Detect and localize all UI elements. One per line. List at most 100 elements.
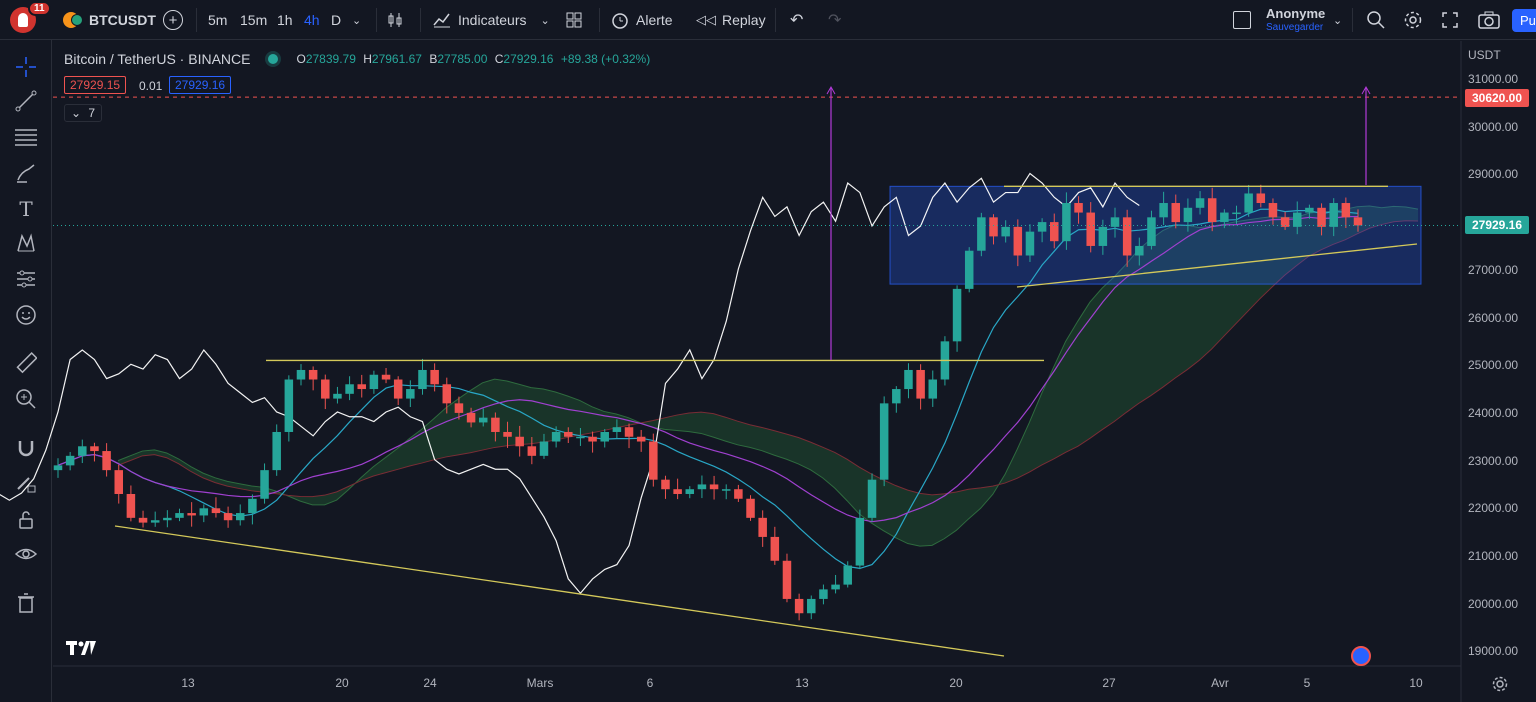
hide-tool[interactable] bbox=[11, 539, 41, 569]
sell-price-button[interactable]: 27929.15 bbox=[64, 76, 127, 94]
tv-logo-icon bbox=[66, 641, 96, 655]
add-symbol-button[interactable]: + bbox=[163, 0, 183, 40]
publish-button[interactable]: Pu bbox=[1512, 0, 1536, 40]
candle-body bbox=[199, 508, 209, 516]
candle-body bbox=[248, 498, 257, 514]
crosshair-icon bbox=[16, 57, 36, 77]
event-flag-icon[interactable] bbox=[1351, 646, 1371, 666]
indicators-button[interactable]: Indicateurs ⌄ bbox=[432, 0, 550, 40]
candle-body bbox=[721, 489, 731, 491]
candle-body bbox=[758, 517, 767, 537]
layouts-button[interactable] bbox=[565, 0, 583, 40]
candle-body bbox=[150, 520, 160, 523]
time-tick: 10 bbox=[1409, 676, 1423, 690]
trendline-tool[interactable] bbox=[11, 86, 41, 116]
zoom-tool[interactable] bbox=[11, 384, 41, 414]
time-tick: 24 bbox=[423, 676, 437, 690]
alert-button[interactable]: Alerte bbox=[610, 0, 673, 40]
buy-price-button[interactable]: 27929.16 bbox=[169, 76, 232, 94]
chevron-down-icon: ⌄ bbox=[71, 106, 82, 120]
last-price-tag: 27929.16 bbox=[1465, 216, 1529, 234]
symbol-search[interactable]: BTCUSDT bbox=[63, 0, 156, 40]
price-tick: 22000.00 bbox=[1468, 501, 1519, 516]
delete-tool[interactable] bbox=[11, 588, 41, 618]
ohlc-readout: O27839.79 H27961.67 B27785.00 C27929.16 … bbox=[296, 52, 651, 66]
redo-button[interactable]: ↷ bbox=[828, 0, 841, 40]
brush-tool[interactable] bbox=[11, 158, 41, 188]
text-tool[interactable]: T bbox=[11, 194, 41, 224]
kijun-line bbox=[57, 215, 1359, 523]
gear-icon bbox=[1404, 11, 1422, 29]
emoji-tool[interactable] bbox=[11, 300, 41, 330]
candle-body bbox=[296, 369, 306, 380]
price-tick: 30000.00 bbox=[1468, 119, 1519, 134]
candle-body bbox=[381, 374, 391, 380]
fullscreen-button[interactable] bbox=[1441, 0, 1459, 40]
fib-tool[interactable] bbox=[11, 122, 41, 152]
candle-body bbox=[807, 598, 816, 614]
prediction-tool[interactable] bbox=[11, 264, 41, 294]
candle-body bbox=[904, 369, 913, 390]
candle-body bbox=[114, 470, 123, 494]
candle-body bbox=[843, 565, 852, 585]
candle-body bbox=[819, 589, 828, 599]
candle-body bbox=[345, 384, 354, 394]
candle-body bbox=[1195, 198, 1205, 208]
interval-1h[interactable]: 1h bbox=[277, 12, 293, 28]
ruler-tool[interactable] bbox=[11, 348, 41, 378]
candle-body bbox=[1171, 203, 1181, 223]
undo-button[interactable]: ↶ bbox=[790, 0, 803, 40]
candle-body bbox=[782, 560, 792, 599]
candle-body bbox=[564, 431, 573, 437]
candle-body bbox=[1147, 217, 1156, 246]
chart-settings-button[interactable] bbox=[1491, 675, 1509, 698]
spread-value: 0.01 bbox=[139, 79, 163, 93]
crosshair-tool[interactable] bbox=[11, 52, 41, 82]
interval-15m[interactable]: 15m bbox=[240, 12, 268, 28]
lock-tool[interactable] bbox=[11, 505, 41, 535]
interval-5m[interactable]: 5m bbox=[208, 12, 228, 28]
select-checkbox[interactable] bbox=[1233, 0, 1251, 40]
account-dropdown[interactable]: ⌄ bbox=[1333, 0, 1342, 40]
replay-button[interactable]: ◁◁ Replay bbox=[696, 12, 766, 28]
settings-button[interactable] bbox=[1403, 0, 1423, 40]
candle-body bbox=[673, 489, 682, 494]
candle-body bbox=[235, 513, 245, 521]
interval-d[interactable]: D bbox=[331, 12, 342, 28]
magnet-tool[interactable] bbox=[11, 433, 41, 463]
pattern-tool[interactable] bbox=[11, 228, 41, 258]
candle-body bbox=[163, 517, 172, 521]
interval-dropdown[interactable]: ⌄ bbox=[352, 0, 361, 40]
chart-type-button[interactable] bbox=[386, 0, 404, 40]
smiley-icon bbox=[16, 305, 36, 325]
ichimoku-cloud bbox=[117, 205, 1419, 547]
tradingview-logo[interactable] bbox=[66, 638, 98, 663]
pencil-lock-icon bbox=[17, 477, 36, 493]
brush-icon bbox=[17, 164, 35, 183]
search-button[interactable] bbox=[1366, 0, 1386, 40]
candle-body bbox=[867, 479, 877, 518]
interval-4h[interactable]: 4h bbox=[304, 12, 320, 28]
magnet-icon bbox=[18, 441, 34, 457]
notification-badge: 11 bbox=[28, 1, 51, 16]
indicators-toggle[interactable]: ⌄ 7 bbox=[64, 104, 103, 122]
candle-body bbox=[406, 389, 415, 399]
stay-drawing-tool[interactable] bbox=[11, 468, 41, 498]
candle-body bbox=[734, 489, 743, 499]
candle-body bbox=[1305, 207, 1314, 213]
pair-title[interactable]: Bitcoin / TetherUS · BINANCE bbox=[64, 51, 251, 67]
candle-body bbox=[709, 484, 719, 490]
redo-icon: ↷ bbox=[828, 12, 842, 29]
snapshot-button[interactable] bbox=[1478, 0, 1500, 40]
candle-body bbox=[1086, 212, 1095, 246]
currency-label[interactable]: USDT bbox=[1468, 48, 1501, 62]
candle-body bbox=[126, 493, 136, 518]
candle-body bbox=[1122, 217, 1132, 256]
candle-body bbox=[442, 384, 452, 404]
price-tick: 31000.00 bbox=[1468, 72, 1519, 86]
logo-avatar[interactable]: 11 bbox=[10, 0, 51, 40]
candle-body bbox=[1329, 203, 1338, 227]
candle-body bbox=[649, 441, 658, 480]
account-menu[interactable]: Anonyme Sauvegarder bbox=[1266, 6, 1326, 33]
